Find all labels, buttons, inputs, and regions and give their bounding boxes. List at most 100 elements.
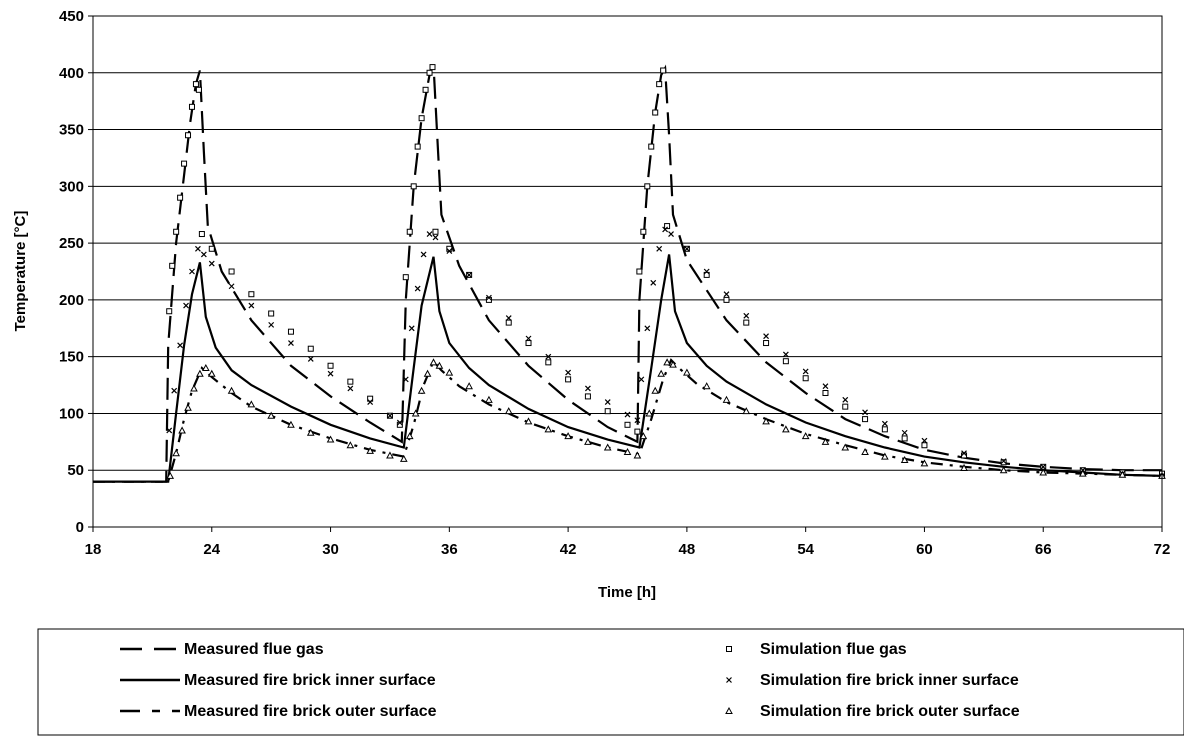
legend-swatch [726,646,732,652]
x-tick-label: 36 [441,541,458,558]
data-point [645,409,654,417]
data-point [287,420,295,428]
legend-swatch [725,706,733,714]
data-point [960,463,968,471]
data-point [177,194,184,201]
data-point [184,403,192,411]
data-point [198,231,205,238]
data-point [267,411,276,419]
y-tick-label: 350 [59,122,84,139]
data-point [196,369,204,377]
data-point [703,268,710,275]
plot-area-frame [92,15,1163,528]
data-point [652,109,659,116]
data-point [1039,468,1048,476]
data-point [881,452,889,460]
data-point [200,251,207,258]
data-point [648,143,655,150]
data-point [545,353,552,360]
data-point [307,356,314,362]
data-point [417,386,426,394]
data-point [801,432,810,440]
data-point [584,385,591,392]
data-point [465,382,473,390]
data-point [195,86,202,93]
data-point [722,395,731,403]
y-tick-label: 200 [59,292,84,309]
data-point [173,228,180,235]
data-point [881,420,888,427]
data-point [639,432,648,440]
data-point [429,64,436,71]
series-simulation-fire-brick-outer-surface [166,358,1166,479]
data-point [486,294,492,301]
data-point [782,358,789,365]
y-tick-label: 150 [59,349,84,366]
data-point [624,421,631,428]
data-point [634,428,641,435]
data-point [347,385,354,392]
data-point [842,403,849,410]
x-tick-label: 72 [1154,541,1171,558]
data-point [178,426,186,434]
data-point [565,369,572,376]
data-point [201,363,210,372]
data-point [565,376,572,383]
data-point [366,446,374,454]
data-point [306,428,315,436]
data-point [683,368,691,376]
data-point [248,302,255,309]
data-point [525,335,532,342]
data-point [429,358,438,366]
data-point [861,448,869,456]
y-tick-label: 300 [59,178,84,195]
data-point [821,437,830,445]
data-point [190,384,198,392]
data-point [169,262,176,269]
legend-label: Simulation flue gas [760,641,907,658]
data-point [188,103,195,110]
data-point [703,271,710,278]
data-point [862,416,869,423]
data-point [505,319,512,326]
data-point [921,442,928,449]
data-point [183,302,189,309]
data-point [656,245,663,252]
data-point [634,417,641,424]
data-point [347,378,354,385]
data-point [445,368,454,376]
data-point [346,441,355,449]
data-point [822,390,829,397]
data-point [227,386,236,394]
data-point [901,429,908,436]
legend-label: Measured fire brick inner surface [184,672,436,689]
data-point [663,358,671,366]
data-point [624,411,631,418]
data-point [762,417,770,425]
data-point [327,362,334,369]
data-point [166,308,173,315]
data-point [208,245,215,252]
x-tick-label: 54 [797,541,814,558]
data-point [881,426,888,433]
data-point [802,375,809,382]
data-point [636,268,643,275]
data-point [367,395,374,402]
data-point [723,296,730,303]
legend-label: Simulation fire brick outer surface [760,703,1020,720]
data-point [172,449,180,457]
data-point [702,382,711,390]
data-point [402,376,409,383]
data-point [307,345,314,352]
data-point [961,450,967,457]
legend-label: Measured flue gas [184,641,324,658]
series-simulation-fire-brick-inner-surface [166,226,1165,479]
data-point [782,351,789,358]
data-point [171,387,178,394]
data-point [822,383,829,390]
data-point [446,248,453,254]
data-point [683,245,690,252]
x-tick-label: 48 [679,541,696,558]
data-point [408,325,415,332]
